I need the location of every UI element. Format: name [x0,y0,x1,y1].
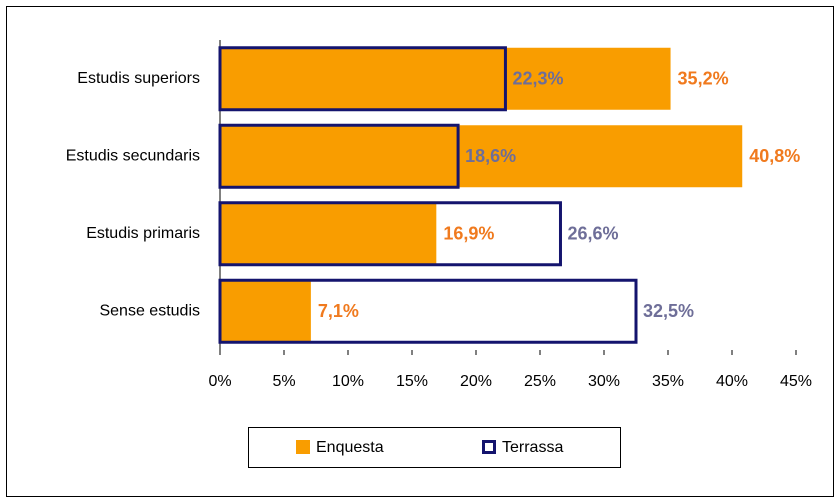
x-tick-label: 15% [396,373,428,390]
bar [218,46,507,112]
x-tick-label: 5% [272,373,295,390]
x-tick-label: 40% [716,373,748,390]
value-label: 26,6% [567,224,618,244]
legend-box [248,427,621,468]
value-label: 35,2% [678,69,729,89]
value-label: 7,1% [318,301,359,321]
y-tick-label: Sense estudis [99,302,200,319]
bar [218,123,460,189]
bar [220,47,671,110]
value-label: 18,6% [465,146,516,166]
legend-swatch [482,440,496,454]
legend-label: Enquesta [316,439,384,456]
bar [220,125,743,188]
x-tick-label: 10% [332,373,364,390]
y-tick-label: Estudis secundaris [66,147,200,164]
x-tick-label: 0% [208,373,231,390]
value-label: 16,9% [443,224,494,244]
y-tick-label: Estudis superiors [77,70,200,87]
legend-swatch [296,440,310,454]
value-label: 40,8% [749,146,800,166]
x-tick-label: 25% [524,373,556,390]
x-tick-label: 20% [460,373,492,390]
x-tick-label: 35% [652,373,684,390]
legend-label: Terrassa [502,439,563,456]
value-label: 32,5% [643,301,694,321]
y-tick-label: Estudis primaris [86,225,200,242]
x-tick-label: 45% [780,373,812,390]
bar [220,202,437,265]
value-label: 22,3% [512,69,563,89]
bar [218,278,638,344]
bar [218,201,562,267]
x-tick-label: 30% [588,373,620,390]
bar [220,280,311,343]
